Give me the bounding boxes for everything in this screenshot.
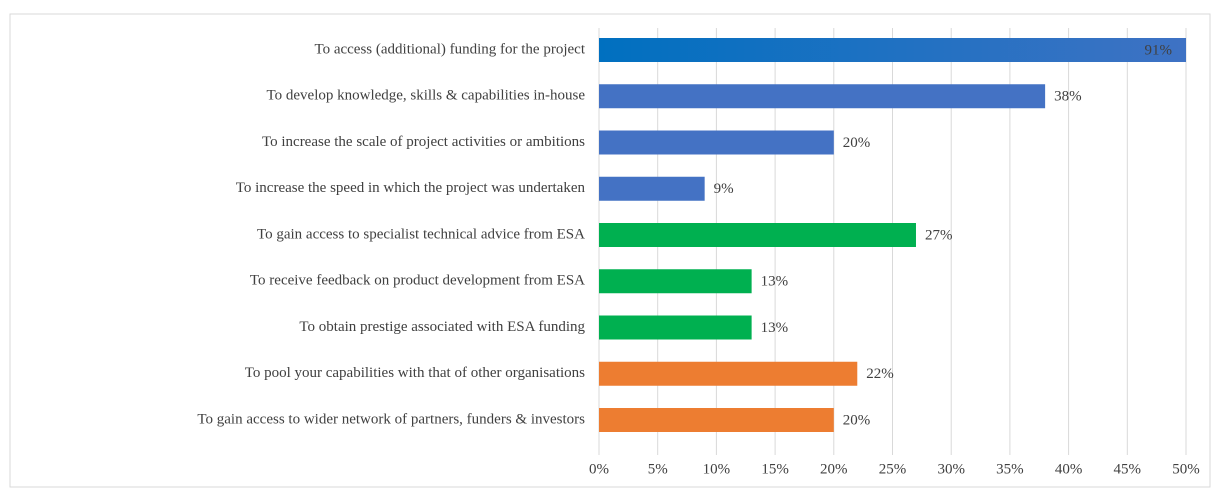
category-label: To increase the speed in which the proje… <box>236 180 586 196</box>
bar <box>599 38 1186 62</box>
x-tick-label: 25% <box>879 461 907 477</box>
value-label: 91% <box>1145 42 1173 58</box>
bar <box>599 361 858 386</box>
value-label: 27% <box>925 227 953 243</box>
category-label: To obtain prestige associated with ESA f… <box>299 319 585 335</box>
category-label: To increase the scale of project activit… <box>262 134 585 150</box>
value-label: 22% <box>866 366 894 382</box>
category-label: To access (additional) funding for the p… <box>314 41 585 57</box>
category-label: To develop knowledge, skills & capabilit… <box>267 88 586 104</box>
bar <box>599 176 705 201</box>
x-tick-label: 40% <box>1055 461 1083 477</box>
category-label: To receive feedback on product developme… <box>250 273 585 289</box>
value-label: 20% <box>843 412 871 428</box>
value-label: 9% <box>714 181 734 197</box>
bar <box>599 223 916 247</box>
x-tick-label: 50% <box>1172 461 1200 477</box>
category-label: To pool your capabilities with that of o… <box>245 365 585 381</box>
x-tick-label: 10% <box>703 461 731 477</box>
bar <box>599 315 752 340</box>
x-tick-label: 35% <box>996 461 1024 477</box>
bar <box>599 269 752 294</box>
x-tick-label: 5% <box>648 461 668 477</box>
bar <box>599 130 834 155</box>
x-tick-label: 0% <box>589 461 609 477</box>
x-tick-label: 30% <box>937 461 965 477</box>
value-label: 13% <box>761 274 789 290</box>
chart-frame <box>9 13 1211 488</box>
bar <box>599 408 834 432</box>
category-label: To gain access to wider network of partn… <box>197 411 585 427</box>
x-tick-label: 45% <box>1114 461 1142 477</box>
x-tick-label: 20% <box>820 461 848 477</box>
category-label: To gain access to specialist technical a… <box>257 226 585 242</box>
x-tick-label: 15% <box>761 461 789 477</box>
value-label: 13% <box>761 320 789 336</box>
bar <box>599 84 1046 109</box>
value-label: 20% <box>843 135 871 151</box>
value-label: 38% <box>1054 89 1082 105</box>
